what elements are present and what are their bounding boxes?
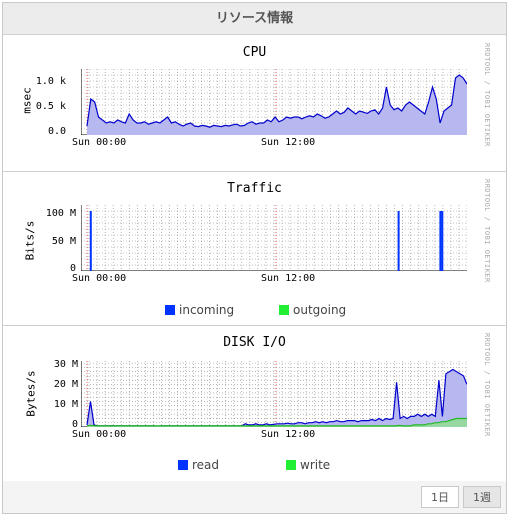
traffic-ytick: 0 [69,263,76,274]
period-1day-button[interactable]: 1日 [421,486,459,508]
cpu-ytick: 1.0 k [35,76,66,87]
write-line [86,417,467,427]
traffic-xtick: Sun 00:00 [72,273,127,284]
resource-panel: リソース情報 CPU msec RRDTOOL / TOBI OETIKER 1… [2,2,507,514]
disk-ytick: 30 M [53,359,78,370]
write-swatch [286,460,296,470]
cpu-ylabel: msec [20,87,34,114]
legend-write-label: write [300,458,331,472]
disk-watermark: RRDTOOL / TOBI OETIKER [483,333,491,437]
disk-ylabel: Bytes/s [24,370,38,417]
read-area [87,369,467,427]
traffic-ylabel: Bits/s [23,220,37,261]
traffic-ytick: 50 M [51,236,76,247]
legend-incoming-label: incoming [179,303,235,317]
cpu-xtick: Sun 12:00 [261,137,316,148]
cpu-line [86,74,467,128]
traffic-section: Traffic Bits/s RRDTOOL / TOBI OETIKER 10… [3,171,506,326]
cpu-section: CPU msec RRDTOOL / TOBI OETIKER 1.0 k 0.… [3,35,506,172]
disk-chart [81,361,467,427]
cpu-watermark: RRDTOOL / TOBI OETIKER [483,43,491,147]
disk-section: DISK I/O Bytes/s RRDTOOL / TOBI OETIKER … [3,325,506,482]
outgoing-swatch [279,305,289,315]
panel-header: リソース情報 [3,3,506,35]
disk-xtick: Sun 00:00 [72,429,127,440]
disk-xtick: Sun 12:00 [261,429,316,440]
incoming-swatch [165,305,175,315]
traffic-xtick: Sun 12:00 [261,273,316,284]
disk-ytick: 0 [71,419,78,430]
cpu-graph-title: CPU [242,45,267,60]
traffic-chart [81,205,467,271]
traffic-ytick: 100 M [45,208,76,219]
cpu-ytick: 0.0 [47,126,66,137]
legend-write: write [286,458,330,472]
legend-read: read [178,458,219,472]
disk-graph-title: DISK I/O [223,335,286,350]
period-1week-button[interactable]: 1週 [463,486,501,508]
legend-read-label: read [192,458,220,472]
panel-title: リソース情報 [215,11,294,26]
cpu-chart [81,69,467,135]
read-swatch [178,460,188,470]
traffic-graph-title: Traffic [227,181,282,196]
legend-outgoing: outgoing [279,303,346,317]
cpu-xtick: Sun 00:00 [72,137,127,148]
cpu-ytick: 0.5 k [35,101,66,112]
disk-ytick: 10 M [53,399,78,410]
traffic-watermark: RRDTOOL / TOBI OETIKER [483,179,491,283]
cpu-area [87,75,467,135]
disk-ytick: 20 M [53,379,78,390]
legend-outgoing-label: outgoing [293,303,347,317]
legend-incoming: incoming [165,303,234,317]
period-footer: 1日 1週 [3,481,506,513]
